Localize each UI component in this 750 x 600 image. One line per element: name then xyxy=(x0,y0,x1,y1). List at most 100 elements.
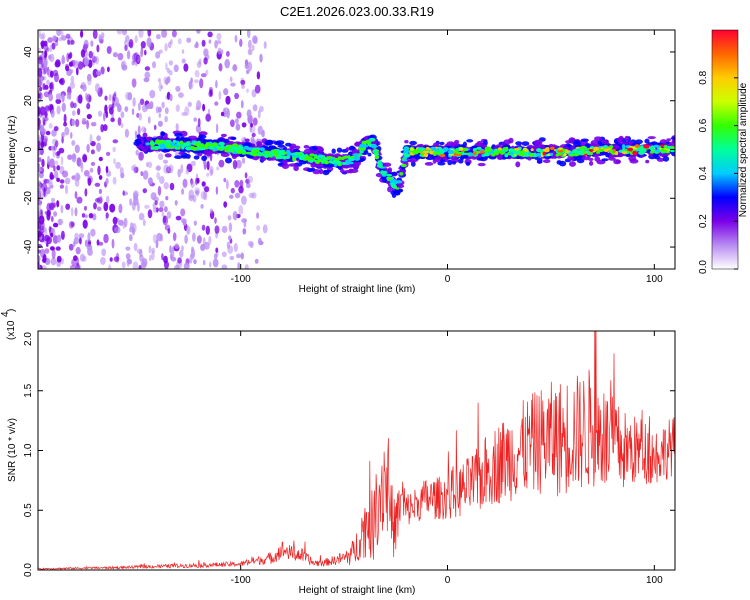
spectrogram-noise-blob xyxy=(63,113,67,124)
spectrogram-noise-blob xyxy=(158,49,163,54)
colorbar-ticks: 0.0 0.2 0.4 0.6 0.8 xyxy=(698,70,738,274)
spectrogram-ridge-blob xyxy=(418,143,425,149)
spectrogram-core-blob xyxy=(164,139,172,143)
spectrogram-noise-blob xyxy=(181,188,185,195)
spectrogram-core-blob xyxy=(399,172,404,176)
spectrogram-noise-blob xyxy=(137,202,140,212)
spectrogram-core-blob xyxy=(373,149,378,153)
spectrogram-core-blob xyxy=(572,153,580,157)
spectrogram-noise-blob xyxy=(142,219,146,227)
spectrogram-noise-blob xyxy=(242,228,247,235)
spectrogram-noise-blob xyxy=(125,253,131,260)
spectrogram-noise-blob xyxy=(41,265,47,269)
spectrogram-ridge-blob xyxy=(565,140,572,144)
spectrogram-core-blob xyxy=(150,144,155,147)
spectrogram-ridge-blob xyxy=(592,153,599,157)
spectrogram-core-blob xyxy=(361,140,367,145)
spectrogram-core-blob xyxy=(359,143,366,149)
spectrogram-core-blob xyxy=(404,153,411,158)
spectrogram-noise-blob xyxy=(74,178,80,187)
spectrogram-noise-blob xyxy=(226,50,230,57)
spectrogram-noise-blob xyxy=(109,257,113,262)
spectrogram-core-blob xyxy=(632,150,638,156)
spectrogram-core-blob xyxy=(277,150,283,155)
spectrogram-ridge-blob xyxy=(536,157,543,164)
spectrogram-noise-blob xyxy=(43,179,50,184)
spectrogram-noise-blob xyxy=(241,122,247,128)
spectrogram-noise-blob xyxy=(203,57,208,65)
spectrogram-ridge-blob xyxy=(533,139,543,146)
spectrogram-core-blob xyxy=(609,145,614,149)
spectrogram-noise-blob xyxy=(50,232,54,238)
spectrogram-noise-blob xyxy=(240,252,244,260)
spectrogram-panel: -100 0 100 -40 -20 0 20 40 Height of straight l… xyxy=(7,29,676,295)
spectrogram-noise-blob xyxy=(256,225,261,231)
spectrogram-ridge-blob xyxy=(345,147,351,151)
spectrogram-core-blob xyxy=(157,139,164,144)
spectrogram-core-blob xyxy=(236,149,243,154)
spectrogram-noise-blob xyxy=(218,90,222,100)
spectrogram-noise-blob xyxy=(61,93,65,103)
spectrogram-noise-blob xyxy=(177,38,182,45)
spectrogram-core-blob xyxy=(181,145,185,150)
spectrogram-noise-blob xyxy=(233,64,237,70)
spectrogram-noise-blob xyxy=(196,189,199,197)
spectrogram-noise-blob xyxy=(135,149,139,156)
spectrogram-noise-blob xyxy=(73,240,76,247)
spectrogram-noise-blob xyxy=(181,245,184,252)
spectrogram-noise-blob xyxy=(157,120,163,127)
snr-multiplier-base: (x10 xyxy=(6,320,17,340)
spectrogram-noise-blob xyxy=(55,98,62,104)
spectrogram-noise-blob xyxy=(123,217,128,228)
spectrogram-noise-blob xyxy=(214,225,220,234)
spectrogram-y-tick-label: 0 xyxy=(23,146,34,152)
spectrogram-noise-blob xyxy=(47,155,50,166)
spectrogram-noise-blob xyxy=(46,202,51,212)
spectrogram-core-blob xyxy=(305,155,310,159)
spectrogram-core-blob xyxy=(641,149,647,153)
spectrogram-noise-blob xyxy=(77,108,81,116)
spectrogram-ridge-blob xyxy=(273,141,281,146)
spectrogram-noise-blob xyxy=(71,258,77,266)
spectrogram-noise-blob xyxy=(236,253,242,259)
spectrogram-y-tick-label: -40 xyxy=(23,239,34,254)
spectrogram-noise-blob xyxy=(74,232,79,240)
spectrogram-core-blob xyxy=(217,147,222,151)
spectrogram-noise-blob xyxy=(254,84,261,94)
spectrogram-noise-blob xyxy=(259,105,264,113)
spectrogram-noise-blob xyxy=(38,78,43,87)
spectrogram-noise-blob xyxy=(74,207,78,217)
spectrogram-noise-blob xyxy=(205,69,209,75)
spectrogram-core-blob xyxy=(654,144,659,148)
spectrogram-ridge-blob xyxy=(569,161,576,167)
spectrogram-noise-blob xyxy=(161,101,165,109)
spectrogram-noise-blob xyxy=(175,85,181,92)
spectrogram-noise-blob xyxy=(229,76,233,83)
spectrogram-noise-blob xyxy=(186,225,191,235)
spectrogram-noise-blob xyxy=(39,106,46,116)
spectrogram-ridge-blob xyxy=(608,157,616,161)
spectrogram-noise-blob xyxy=(209,261,212,268)
spectrogram-noise-blob xyxy=(246,88,249,93)
spectrogram-noise-blob xyxy=(194,187,201,195)
spectrogram-core-blob xyxy=(504,153,509,158)
spectrogram-core-blob xyxy=(294,152,300,156)
snr-multiplier-close: ) xyxy=(6,309,17,312)
spectrogram-core-blob xyxy=(376,163,383,168)
spectrogram-ridge-blob xyxy=(617,137,623,143)
spectrogram-noise-blob xyxy=(140,50,144,58)
spectrogram-noise-blob xyxy=(56,30,62,37)
spectrogram-noise-blob xyxy=(114,97,119,106)
spectrogram-noise-blob xyxy=(193,220,197,226)
spectrogram-core-blob xyxy=(341,162,347,165)
spectrogram-noise-blob xyxy=(207,108,211,115)
spectrogram-noise-blob xyxy=(74,144,80,154)
spectrogram-ridge-blob xyxy=(344,170,351,174)
spectrogram-noise-blob xyxy=(238,204,244,215)
spectrogram-noise-blob xyxy=(103,233,109,244)
spectrogram-noise-blob xyxy=(56,105,61,115)
spectrogram-noise-blob xyxy=(41,158,45,168)
spectrogram-noise-blob xyxy=(83,170,90,177)
spectrogram-ridge-blob xyxy=(671,151,675,157)
snr-y-tick-label: 1.5 xyxy=(23,383,34,397)
